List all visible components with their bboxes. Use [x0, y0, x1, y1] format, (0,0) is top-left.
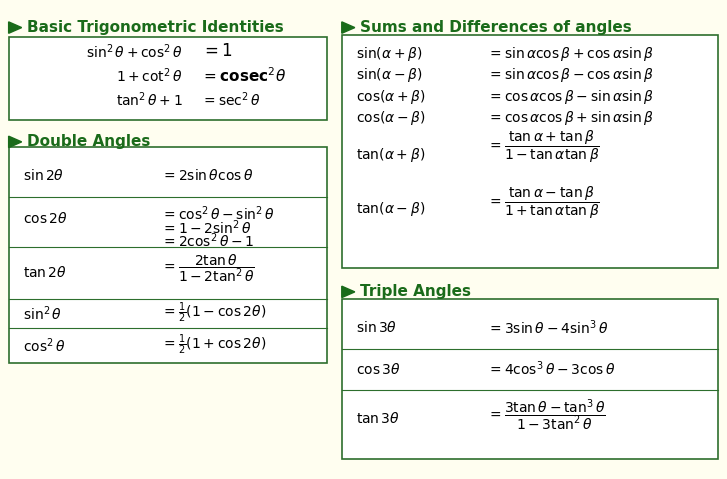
Text: $\sin(\alpha + \beta)$: $\sin(\alpha + \beta)$ [356, 45, 423, 63]
Text: $\cos(\alpha - \beta)$: $\cos(\alpha - \beta)$ [356, 109, 426, 127]
Text: $= \frac{1}{2}(1 - \cos 2\theta)$: $= \frac{1}{2}(1 - \cos 2\theta)$ [161, 301, 266, 326]
Text: $\sin 2\theta$: $\sin 2\theta$ [23, 168, 64, 182]
Text: $1 + \cot^2\theta$: $1 + \cot^2\theta$ [116, 66, 182, 84]
Text: $= 2\sin\theta\cos\theta$: $= 2\sin\theta\cos\theta$ [161, 168, 253, 182]
Text: $= \cos^2\theta - \sin^2\theta$: $= \cos^2\theta - \sin^2\theta$ [161, 204, 275, 223]
Text: $= \cos\alpha\cos\beta - \sin\alpha\sin\beta$: $= \cos\alpha\cos\beta - \sin\alpha\sin\… [486, 88, 654, 106]
Text: $= \dfrac{2\tan\theta}{1 - 2\tan^2\theta}$: $= \dfrac{2\tan\theta}{1 - 2\tan^2\theta… [161, 252, 254, 284]
Text: Triple Angles: Triple Angles [360, 284, 471, 299]
Text: $= 1 - 2\sin^2\theta$: $= 1 - 2\sin^2\theta$ [161, 218, 252, 237]
Text: Sums and Differences of angles: Sums and Differences of angles [360, 20, 632, 34]
Text: $= \dfrac{\tan\alpha + \tan\beta}{1 - \tan\alpha\tan\beta}$: $= \dfrac{\tan\alpha + \tan\beta}{1 - \t… [486, 128, 600, 165]
FancyBboxPatch shape [342, 34, 718, 268]
Polygon shape [342, 22, 355, 34]
Text: $= 2\cos^2\theta - 1$: $= 2\cos^2\theta - 1$ [161, 232, 254, 250]
Text: $\sin 3\theta$: $\sin 3\theta$ [356, 320, 398, 335]
Text: $\tan(\alpha - \beta)$: $\tan(\alpha - \beta)$ [356, 200, 425, 217]
Text: $\tan 2\theta$: $\tan 2\theta$ [23, 265, 67, 280]
Text: Basic Trigonometric Identities: Basic Trigonometric Identities [27, 20, 284, 34]
Text: $\cos 2\theta$: $\cos 2\theta$ [23, 211, 68, 226]
Text: $= \sin\alpha\cos\beta - \cos\alpha\sin\beta$: $= \sin\alpha\cos\beta - \cos\alpha\sin\… [486, 66, 654, 84]
Text: $= \cos\alpha\cos\beta + \sin\alpha\sin\beta$: $= \cos\alpha\cos\beta + \sin\alpha\sin\… [486, 109, 654, 127]
Polygon shape [342, 286, 355, 297]
Text: $= \sec^2\theta$: $= \sec^2\theta$ [201, 91, 260, 109]
Polygon shape [9, 22, 22, 34]
Text: $= \frac{1}{2}(1 + \cos 2\theta)$: $= \frac{1}{2}(1 + \cos 2\theta)$ [161, 333, 266, 357]
FancyBboxPatch shape [9, 147, 327, 363]
Text: $= 3\sin\theta - 4\sin^3\theta$: $= 3\sin\theta - 4\sin^3\theta$ [486, 319, 608, 337]
Text: $= 4\cos^3\theta - 3\cos\theta$: $= 4\cos^3\theta - 3\cos\theta$ [486, 360, 615, 378]
Polygon shape [9, 136, 22, 148]
FancyBboxPatch shape [9, 37, 327, 120]
Text: $\sin^2\theta + \cos^2\theta$: $\sin^2\theta + \cos^2\theta$ [86, 42, 182, 61]
Text: $\tan(\alpha + \beta)$: $\tan(\alpha + \beta)$ [356, 146, 425, 164]
Text: $= \dfrac{3\tan\theta - \tan^3\theta}{1 - 3\tan^2\theta}$: $= \dfrac{3\tan\theta - \tan^3\theta}{1 … [486, 398, 605, 433]
Text: $= 1$: $= 1$ [201, 43, 232, 60]
Text: $\tan 3\theta$: $\tan 3\theta$ [356, 411, 401, 425]
Text: $\cos(\alpha + \beta)$: $\cos(\alpha + \beta)$ [356, 88, 426, 106]
Text: $\cos 3\theta$: $\cos 3\theta$ [356, 362, 401, 376]
Text: $= \sin\alpha\cos\beta + \cos\alpha\sin\beta$: $= \sin\alpha\cos\beta + \cos\alpha\sin\… [486, 45, 654, 63]
Text: $= \dfrac{\tan\alpha - \tan\beta}{1 + \tan\alpha\tan\beta}$: $= \dfrac{\tan\alpha - \tan\beta}{1 + \t… [486, 184, 600, 220]
Text: Double Angles: Double Angles [27, 134, 150, 149]
Text: $\tan^2\theta + 1$: $\tan^2\theta + 1$ [116, 91, 182, 109]
FancyBboxPatch shape [342, 299, 718, 458]
Text: $\sin(\alpha - \beta)$: $\sin(\alpha - \beta)$ [356, 66, 423, 84]
Text: $= \mathbf{cosec}^2\theta$: $= \mathbf{cosec}^2\theta$ [201, 66, 286, 85]
Text: $\cos^2\theta$: $\cos^2\theta$ [23, 336, 65, 354]
Text: $\sin^2\theta$: $\sin^2\theta$ [23, 304, 63, 323]
